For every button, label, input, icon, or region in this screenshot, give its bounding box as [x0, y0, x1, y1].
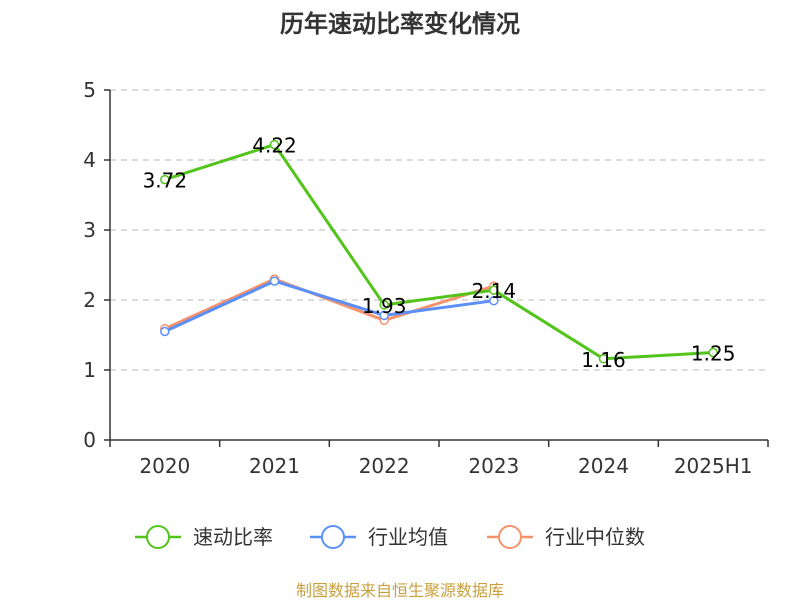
x-tick-label-2024: 2024 — [578, 454, 629, 478]
y-tick-label-3: 3 — [83, 218, 96, 242]
legend-item-2: 行业中位数 — [487, 525, 645, 549]
point-0-4 — [598, 354, 609, 364]
data-label-2025H1: 1.25 — [691, 342, 736, 366]
y-tick-label-4: 4 — [83, 148, 96, 172]
legend-marker-1 — [321, 525, 345, 549]
point-0-0 — [160, 174, 170, 185]
legend-item-0: 速动比率 — [135, 525, 273, 549]
legend-label-2: 行业中位数 — [545, 525, 645, 549]
point-0-5 — [708, 347, 718, 358]
series-line-1 — [164, 279, 495, 333]
data-label-2023: 2.14 — [472, 279, 517, 303]
y-tick-label-1: 1 — [83, 358, 96, 382]
series-line-0 — [164, 143, 714, 361]
point-0-2 — [379, 300, 389, 310]
point-0-3 — [489, 285, 499, 295]
series — [160, 139, 718, 364]
axes: 0 1 2 3 4 5 2020 2021 2022 2023 2024 2025H1 — [83, 78, 769, 478]
legend: 速动比率 行业均值 行业中位数 — [135, 525, 645, 549]
data-label-2020: 3.72 — [143, 169, 188, 193]
data-label-2021: 4.22 — [252, 134, 297, 158]
series-0 — [160, 139, 718, 364]
y-tick-label-2: 2 — [83, 288, 96, 312]
x-tick-label-2021: 2021 — [249, 454, 300, 478]
legend-item-1: 行业均值 — [310, 525, 448, 549]
data-label-2024: 1.16 — [581, 348, 626, 372]
series-line-2 — [164, 277, 495, 331]
x-tick-label-2022: 2022 — [359, 454, 410, 478]
x-tick-label-2020: 2020 — [139, 454, 190, 478]
grid — [110, 89, 768, 371]
y-tick-label-5: 5 — [83, 78, 96, 102]
point-1-1 — [269, 276, 280, 286]
chart-title: 历年速动比率变化情况 — [280, 10, 520, 38]
source-note: 制图数据来自恒生聚源数据库 — [296, 581, 504, 600]
series-2 — [160, 274, 499, 334]
point-1-3 — [489, 295, 499, 306]
legend-label-1: 行业均值 — [368, 525, 448, 549]
x-tick-label-2025H1: 2025H1 — [674, 454, 753, 478]
point-1-0 — [160, 326, 170, 337]
data-labels: 3.72 4.22 1.93 2.14 1.16 1.25 — [143, 134, 736, 372]
y-tick-label-0: 0 — [83, 428, 96, 452]
data-label-2022: 1.93 — [362, 294, 407, 318]
series-1 — [160, 276, 499, 337]
point-1-2 — [379, 310, 389, 321]
legend-marker-0 — [146, 525, 170, 549]
x-tick-label-2023: 2023 — [468, 454, 519, 478]
legend-marker-2 — [498, 525, 522, 549]
legend-label-0: 速动比率 — [193, 525, 273, 549]
point-0-1 — [269, 139, 280, 150]
